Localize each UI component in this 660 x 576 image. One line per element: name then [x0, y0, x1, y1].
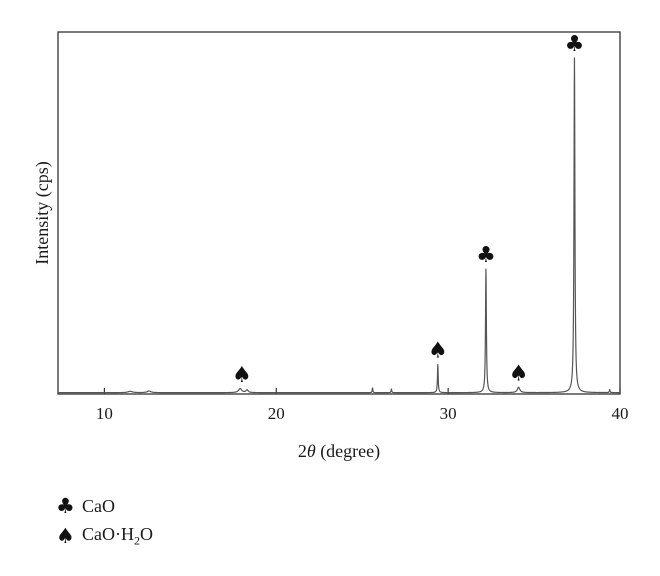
- club-marker: ♣: [476, 243, 496, 268]
- spade-icon: ♠: [56, 524, 75, 548]
- x-axis-label: 2θ (degree): [298, 441, 380, 462]
- legend-label: CaO·H2O: [82, 523, 153, 548]
- spade-marker: ♠: [509, 362, 529, 387]
- y-axis-label: Intensity (cps): [32, 161, 53, 264]
- x-tick-label: 40: [612, 404, 629, 423]
- series-line: [58, 57, 620, 394]
- legend: ♣ CaO ♠ CaO·H2O: [56, 491, 153, 551]
- club-marker: ♣: [565, 32, 585, 57]
- legend-label: CaO: [82, 495, 115, 516]
- legend-item-cao: ♣ CaO: [56, 491, 153, 521]
- x-tick-label: 20: [268, 404, 285, 423]
- x-axis-ticks: 10 20 30 40: [96, 388, 629, 423]
- club-icon: ♣: [56, 494, 75, 518]
- peak-markers: ♠ ♠ ♣ ♠ ♣: [232, 32, 584, 388]
- spade-marker: ♠: [232, 363, 252, 388]
- x-tick-label: 10: [96, 404, 113, 423]
- plot-frame: [57, 31, 621, 395]
- spade-marker: ♠: [428, 339, 448, 364]
- legend-item-cao-h2o: ♠ CaO·H2O: [56, 521, 153, 551]
- x-tick-label: 30: [440, 404, 457, 423]
- xrd-chart: 10 20 30 40 ♠ ♠ ♣ ♠ ♣ 2θ (degree) Intensity (cp…: [32, 31, 629, 462]
